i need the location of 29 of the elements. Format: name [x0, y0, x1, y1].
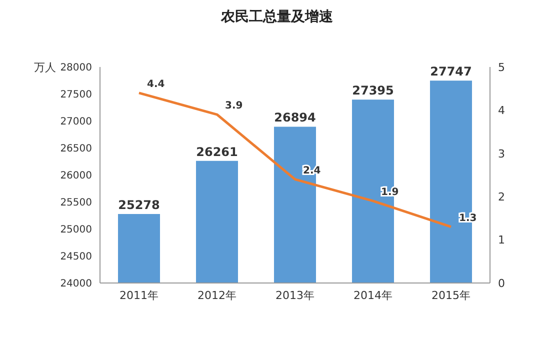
y2-tick-label: 4	[498, 104, 505, 118]
x-tick-label: 2012年	[198, 288, 236, 302]
y2-tick-label: 1	[498, 234, 505, 247]
y-tick-label: 26500	[60, 144, 92, 155]
y-axis-title: 万人	[34, 60, 56, 75]
y2-tick-label: 5	[498, 60, 505, 74]
data-label: 25278	[118, 198, 160, 212]
y-tick-label: 24000	[60, 278, 92, 290]
y-tick-label: 24500	[60, 252, 92, 263]
y2-tick-label: 0	[498, 276, 505, 290]
y-tick-label: 25000	[60, 224, 92, 236]
y-tick-label: 28000	[60, 62, 92, 74]
x-tick-label: 2015年	[432, 288, 470, 302]
data-label: 26894	[274, 110, 316, 125]
data-label: 27395	[352, 84, 394, 98]
data-label: 27747	[430, 64, 472, 79]
x-tick-label: 2013年	[276, 288, 314, 302]
x-tick-label: 2014年	[354, 288, 392, 302]
chart-title: 农民工总量及增速	[220, 8, 334, 26]
y-tick-label: 25500	[60, 198, 92, 209]
y2-tick-label: 2	[498, 190, 505, 204]
data-label: 3.9	[225, 100, 243, 112]
y-tick-label: 26000	[60, 170, 92, 182]
y2-tick-label: 3	[498, 147, 505, 160]
x-tick-label: 2011年	[120, 288, 158, 302]
data-label: 26261	[196, 144, 238, 159]
y-tick-label: 27000	[60, 116, 92, 128]
data-label: 4.4	[147, 78, 165, 90]
y-tick-label: 27500	[60, 90, 92, 101]
